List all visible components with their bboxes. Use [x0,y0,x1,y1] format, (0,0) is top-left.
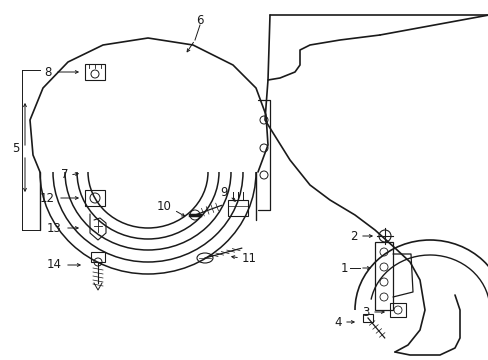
Text: 6: 6 [196,13,203,27]
Text: 7: 7 [61,168,68,181]
Text: 1: 1 [340,261,347,274]
Text: 4: 4 [334,315,341,328]
Bar [389,303,405,317]
Bar [85,64,105,80]
Text: 12: 12 [40,192,55,204]
Bar [85,190,105,206]
Text: 14: 14 [47,258,62,271]
Text: 9: 9 [220,186,227,199]
Bar [227,200,247,216]
Text: 13: 13 [47,221,62,234]
Text: 5: 5 [12,141,20,154]
Text: 11: 11 [242,252,257,265]
Text: 8: 8 [44,66,52,78]
Text: 3: 3 [362,306,369,319]
Bar [91,252,105,262]
Text: 2: 2 [350,230,357,243]
Bar [374,242,392,310]
Text: 10: 10 [157,201,172,213]
Bar [362,314,372,322]
